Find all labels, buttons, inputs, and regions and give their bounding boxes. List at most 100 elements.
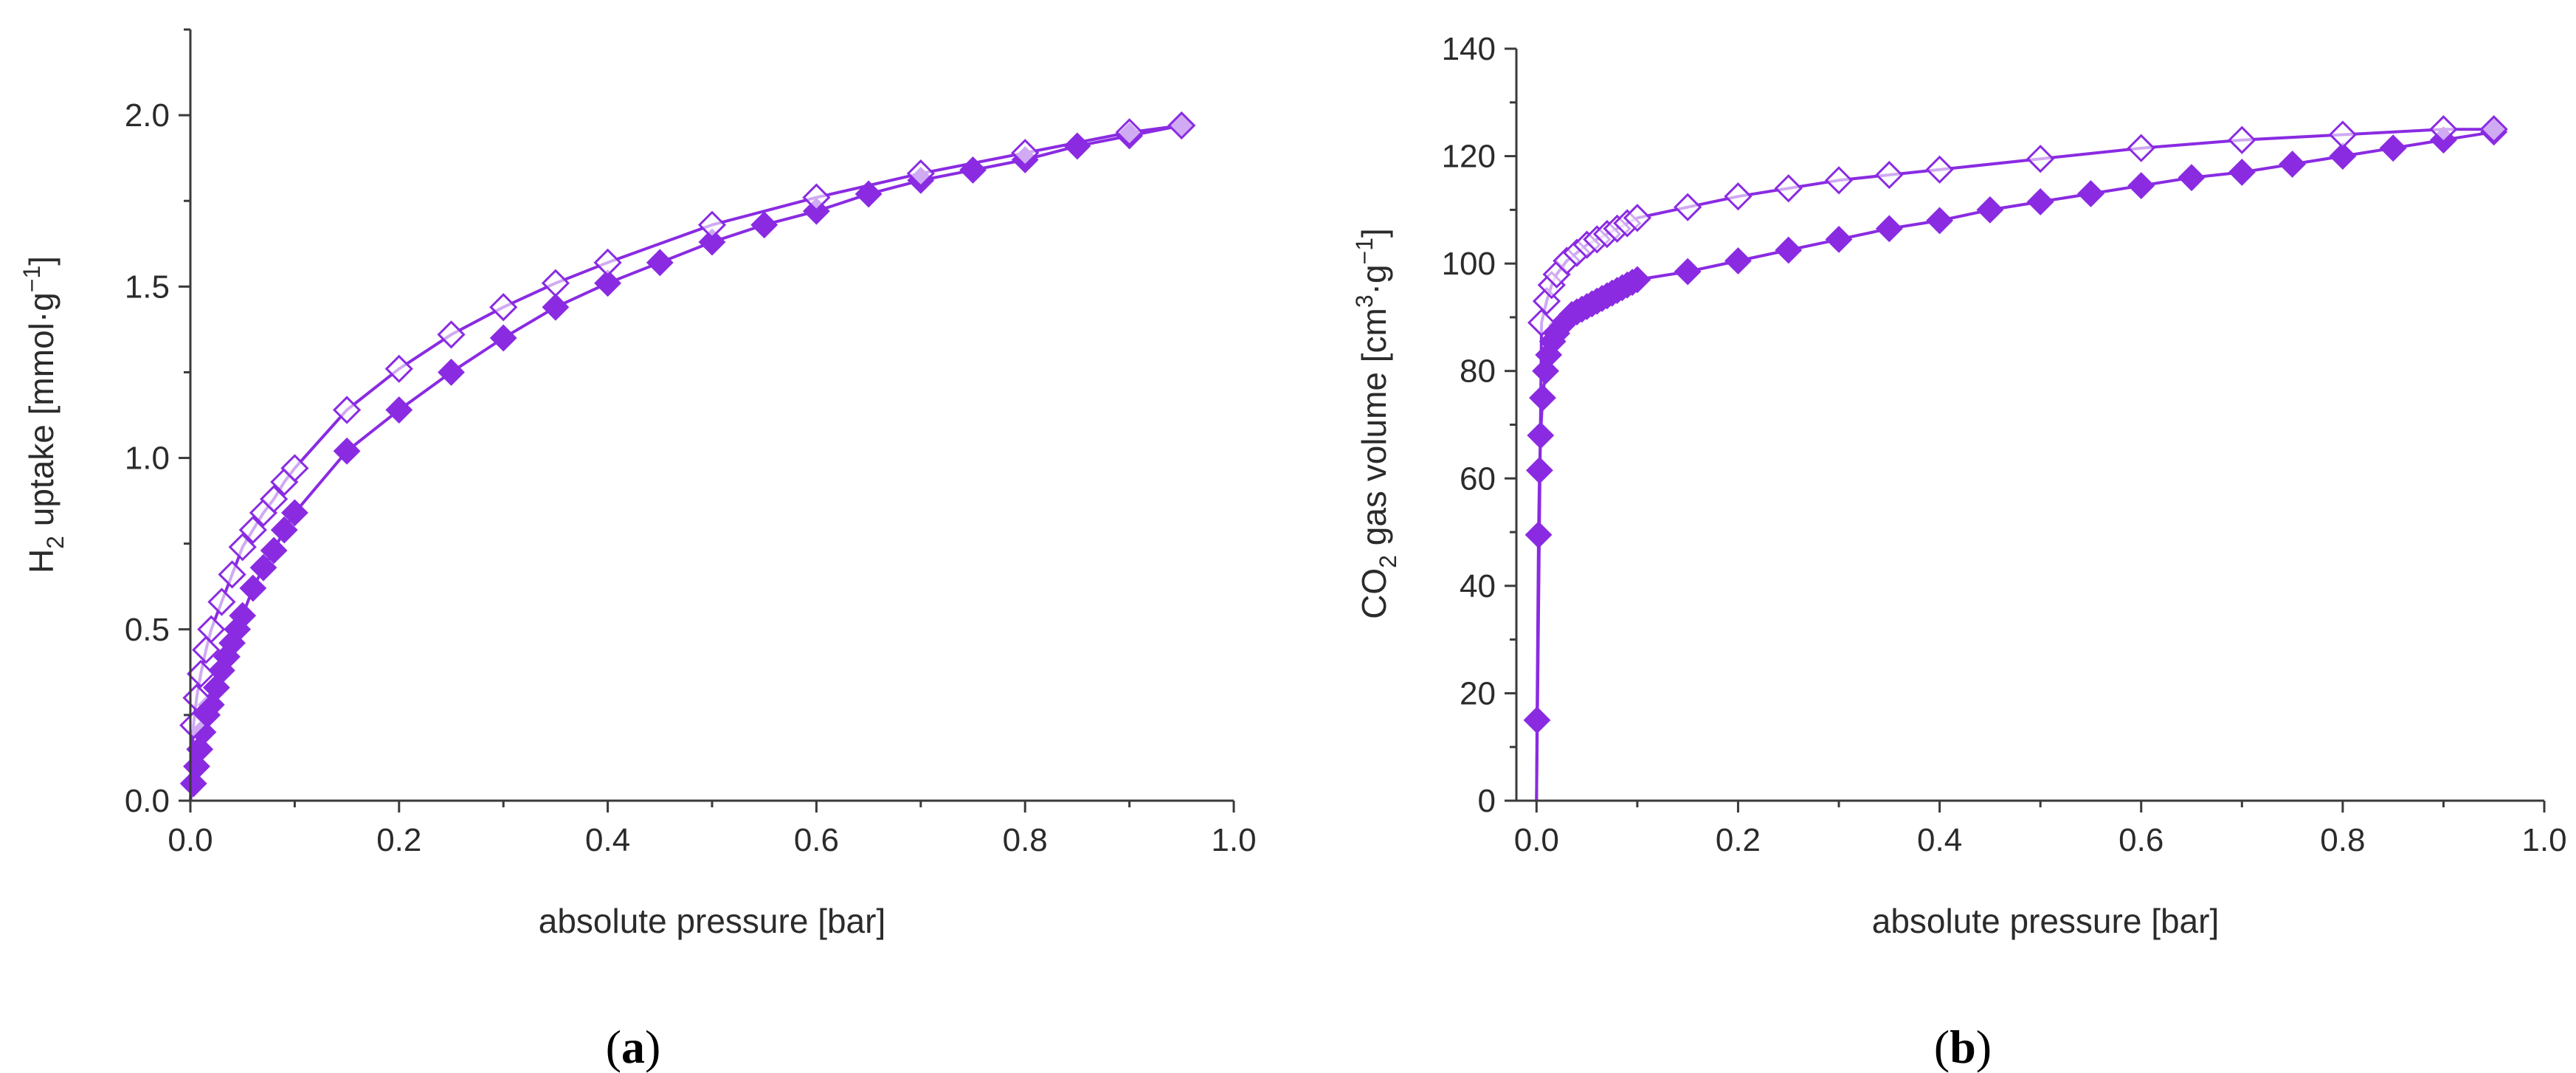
data-point-adsorption [2178, 164, 2206, 192]
x-tick-label: 0.6 [2119, 822, 2164, 858]
panel-b-data-marks [1523, 115, 2508, 801]
data-point-desorption [593, 248, 622, 277]
data-point-desorption [2228, 125, 2256, 154]
data-point-adsorption [239, 574, 267, 602]
data-point-adsorption [750, 211, 778, 239]
y-tick-label: 80 [1460, 353, 1496, 390]
data-point-adsorption [229, 601, 257, 629]
x-tick-label: 1.0 [1211, 822, 1256, 858]
y-tick-label: 2.0 [125, 97, 170, 134]
data-point-adsorption [333, 437, 361, 465]
data-point-adsorption [542, 293, 570, 321]
panel-a-y-axis-title: H2 uptake [mmol·g−1] [18, 256, 69, 573]
data-point-adsorption [260, 536, 288, 565]
data-point-desorption [906, 159, 935, 188]
data-point-desorption [187, 660, 215, 689]
panel-a-y-ticks: 0.0 0.5 1.0 1.5 2.0 [125, 28, 190, 819]
data-point-desorption [259, 485, 289, 514]
data-point-desorption [1115, 118, 1144, 147]
y-tick-label: 20 [1460, 675, 1496, 711]
data-point-desorption [332, 396, 362, 424]
series-line-adsorption [1535, 130, 2495, 801]
data-point-desorption [437, 320, 466, 349]
data-point-adsorption [438, 359, 465, 386]
y-tick-label: 100 [1442, 246, 1496, 282]
data-point-adsorption [1623, 266, 1651, 294]
data-point-adsorption [1063, 132, 1091, 160]
x-tick-label: 0.0 [168, 822, 213, 858]
panel-a-data-marks [179, 111, 1196, 801]
panel-b-chart: 0.0 0.2 0.4 0.6 0.8 1.0 0 20 40 60 80 100 120 140 ab… [1351, 31, 2567, 1073]
data-point-adsorption [2279, 151, 2306, 178]
data-point-desorption [541, 269, 570, 297]
panel-a-x-ticks: 0.0 0.2 0.4 0.6 0.8 1.0 [168, 801, 1257, 858]
panel-a-x-axis-title: absolute pressure [bar] [539, 902, 886, 940]
data-point-desorption [192, 635, 221, 664]
x-tick-label: 0.2 [1716, 822, 1761, 858]
panel-a-chart: 0.0 0.2 0.4 0.6 0.8 1.0 0.0 0.5 1.0 1.5 2.0 absol… [18, 28, 1257, 1073]
x-tick-label: 1.0 [2521, 822, 2566, 858]
data-point-adsorption [280, 499, 308, 527]
data-point-desorption [1674, 193, 1702, 221]
data-point-adsorption [2329, 142, 2357, 170]
panel-b-x-ticks: 0.0 0.2 0.4 0.6 0.8 1.0 [1514, 801, 2567, 858]
data-point-desorption [1824, 166, 1854, 195]
data-point-desorption [1623, 204, 1652, 232]
data-point-desorption [489, 293, 518, 322]
data-point-desorption [2429, 115, 2458, 144]
data-point-desorption [1011, 139, 1040, 168]
data-point-adsorption [179, 770, 207, 798]
data-point-adsorption [202, 674, 230, 702]
data-point-adsorption [698, 228, 726, 256]
panel-b-label: (b) [1934, 1021, 1992, 1073]
panel-a-label: (a) [606, 1021, 661, 1073]
data-point-desorption [1925, 155, 1954, 184]
x-tick-label: 0.8 [2320, 822, 2365, 858]
data-point-desorption [2479, 115, 2508, 144]
data-point-adsorption [2379, 134, 2407, 162]
data-point-desorption [179, 711, 208, 739]
data-point-desorption [1875, 160, 1904, 190]
data-point-desorption [280, 454, 309, 483]
y-tick-label: 60 [1460, 460, 1496, 497]
x-tick-label: 0.8 [1003, 822, 1048, 858]
data-point-adsorption [249, 553, 277, 582]
panel-b-y-ticks: 0 20 40 60 80 100 120 140 [1442, 31, 1516, 819]
data-point-adsorption [2228, 158, 2256, 186]
data-point-adsorption [1976, 196, 2004, 224]
data-point-desorption [2026, 145, 2055, 173]
y-tick-label: 1.5 [125, 269, 170, 305]
data-point-adsorption [1926, 207, 1954, 235]
data-point-desorption [697, 210, 727, 239]
data-point-desorption [802, 183, 831, 212]
data-point-desorption [218, 560, 246, 589]
data-point-desorption [1167, 111, 1196, 140]
y-tick-label: 0.5 [125, 612, 170, 648]
data-point-desorption [228, 533, 257, 562]
series-line-adsorption [189, 124, 1182, 801]
data-point-desorption [2127, 134, 2155, 162]
x-tick-label: 0.0 [1514, 822, 1559, 858]
data-point-adsorption [1825, 225, 1853, 253]
data-point-adsorption [385, 396, 413, 424]
data-point-adsorption [270, 516, 298, 544]
data-point-adsorption [594, 269, 622, 297]
series-line-desorption [1535, 128, 2494, 801]
data-point-adsorption [1674, 258, 1702, 286]
y-tick-label: 140 [1442, 31, 1496, 67]
data-point-desorption [238, 515, 267, 545]
data-point-adsorption [489, 324, 517, 352]
y-tick-label: 0 [1478, 783, 1496, 819]
y-tick-label: 0.0 [125, 783, 170, 819]
data-point-adsorption [854, 180, 883, 208]
x-tick-label: 0.4 [1917, 822, 1962, 858]
data-point-desorption [197, 615, 226, 644]
y-tick-label: 120 [1442, 139, 1496, 175]
data-point-desorption [1774, 174, 1803, 203]
panel-b-x-axis-title: absolute pressure [bar] [1872, 902, 2220, 940]
data-point-desorption [1527, 308, 1556, 337]
data-point-adsorption [2077, 180, 2104, 207]
series-line-desorption [189, 124, 1182, 801]
data-point-desorption [1724, 182, 1753, 211]
